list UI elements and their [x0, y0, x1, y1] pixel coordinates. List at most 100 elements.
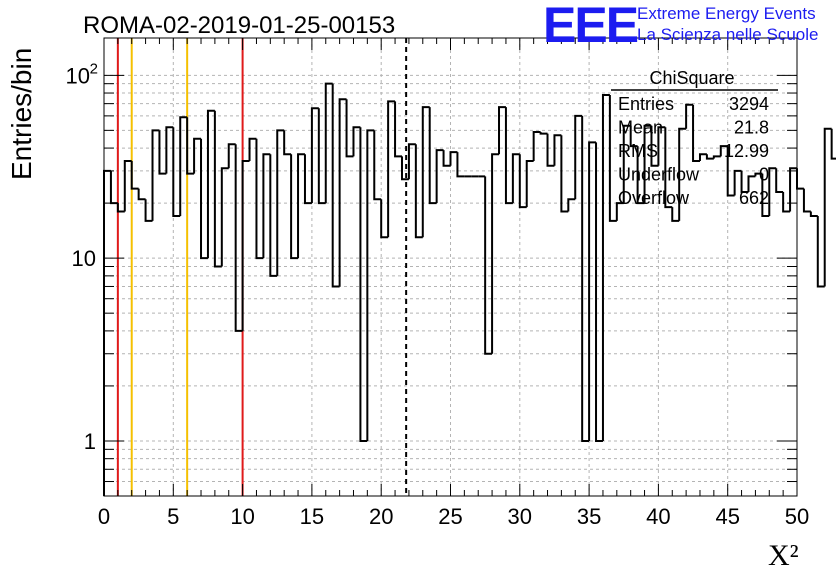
stats-box: ChiSquare Entries 3294 Mean 21.8 RMS 12.99 Und…	[611, 68, 778, 208]
histogram-bin	[789, 167, 797, 212]
histogram-bin	[567, 198, 576, 212]
histogram-bin	[643, 124, 652, 204]
histogram-bin	[719, 145, 728, 157]
x-tick-label: 10	[230, 504, 254, 529]
histogram-bin	[664, 127, 673, 209]
eee-logo-line2: La Scienza nelle Scuole	[637, 25, 818, 44]
histogram-bin	[692, 104, 700, 162]
histogram-bin	[144, 199, 153, 222]
x-tick-label: 5	[167, 504, 179, 529]
histogram-bin	[123, 159, 132, 212]
histogram-bin	[484, 176, 493, 355]
stats-row-label: RMS	[618, 141, 658, 161]
histogram-bin	[830, 128, 836, 160]
stats-box-rows: Entries 3294 Mean 21.8 RMS 12.99 Underflow 0 Ove…	[618, 94, 769, 208]
histogram-bin	[241, 159, 250, 331]
histogram-bin	[200, 138, 208, 260]
histogram-bin	[324, 82, 333, 204]
y-tick-label: 10	[72, 246, 96, 271]
histogram-bin	[511, 153, 520, 204]
histogram-bin	[629, 125, 638, 148]
histogram-bin	[726, 146, 735, 197]
histogram-bin	[345, 99, 354, 158]
x-tick-label: 0	[98, 504, 110, 529]
histogram-bin	[428, 107, 437, 205]
histogram-bin	[754, 172, 763, 177]
histogram-bin	[553, 134, 562, 166]
histogram-bin	[248, 137, 257, 161]
histogram-bin	[657, 126, 666, 166]
histogram-bin	[636, 146, 645, 205]
histogram-bin	[290, 154, 299, 260]
x-tick-label: 40	[646, 504, 670, 529]
histogram-bin	[796, 168, 804, 190]
histogram-bin	[650, 125, 659, 167]
histogram-bin	[255, 138, 264, 260]
histogram-bin	[435, 149, 444, 204]
histogram-bin	[338, 98, 347, 287]
histogram-bin	[206, 109, 215, 259]
histogram-bin	[698, 153, 707, 161]
histogram-bin	[809, 211, 818, 218]
histogram-bin	[283, 130, 292, 156]
stats-row-label: Underflow	[618, 165, 700, 185]
histogram-bin	[802, 188, 811, 213]
histogram-bin	[407, 143, 416, 180]
histogram-bin	[491, 153, 500, 354]
histogram-bin	[823, 127, 832, 287]
x-tick-label: 45	[715, 504, 739, 529]
histogram-bin	[310, 107, 319, 204]
histogram-bin	[352, 126, 361, 157]
eee-logo-mark: EEE	[543, 0, 638, 53]
histogram-bin	[366, 129, 375, 441]
stats-row-label: Overflow	[618, 188, 690, 208]
stats-row-value: 662	[739, 188, 769, 208]
histogram-bin	[193, 137, 202, 174]
histogram-bin	[414, 144, 423, 239]
y-tick-label: 10	[66, 63, 90, 88]
eee-logo-line1: Extreme Energy Events	[637, 4, 816, 23]
histogram-bin	[380, 199, 389, 239]
histogram-bin	[449, 151, 458, 166]
histogram-bin	[186, 117, 195, 175]
histogram-bin	[678, 127, 687, 221]
histogram-bin	[262, 153, 271, 259]
stats-box-title: ChiSquare	[649, 68, 734, 88]
histogram-series	[103, 82, 836, 496]
histogram-bin	[595, 142, 603, 442]
histogram-bin	[712, 155, 721, 159]
histogram-bin	[359, 127, 368, 442]
x-tick-label: 20	[369, 504, 393, 529]
x-tick-labels: 0 5 10 15 20 25 30 35 40 45 50	[98, 504, 809, 529]
y-tick-label-exponent: 2	[90, 60, 98, 77]
histogram-bin	[103, 169, 111, 496]
histogram-bin	[560, 135, 569, 213]
y-axis-label: Entries/bin	[6, 48, 37, 180]
histogram-bin	[234, 144, 243, 332]
stats-row-value: 12.99	[724, 141, 769, 161]
histogram-bin	[504, 107, 513, 205]
histogram-bin	[269, 154, 278, 277]
histogram-bin	[539, 131, 548, 135]
histogram-bin	[400, 156, 409, 181]
histogram-bin	[130, 160, 139, 190]
histogram-bin	[733, 169, 742, 196]
histogram-bin	[331, 83, 340, 288]
histogram-bin	[518, 154, 527, 209]
histogram-bin	[276, 129, 285, 276]
histogram-bin	[303, 154, 312, 205]
histogram-bin	[816, 216, 825, 288]
histogram-bin	[172, 127, 181, 218]
stats-row-value: 21.8	[734, 118, 769, 138]
histogram-bin	[747, 175, 756, 193]
histogram-bin	[608, 95, 617, 222]
histogram-bin	[622, 124, 631, 204]
histogram-bin	[137, 188, 146, 201]
histogram-bin	[442, 150, 451, 167]
histogram-bin	[574, 114, 583, 200]
histogram-bin	[740, 170, 749, 194]
histogram-bin	[581, 115, 590, 442]
x-tick-label: 15	[300, 504, 324, 529]
